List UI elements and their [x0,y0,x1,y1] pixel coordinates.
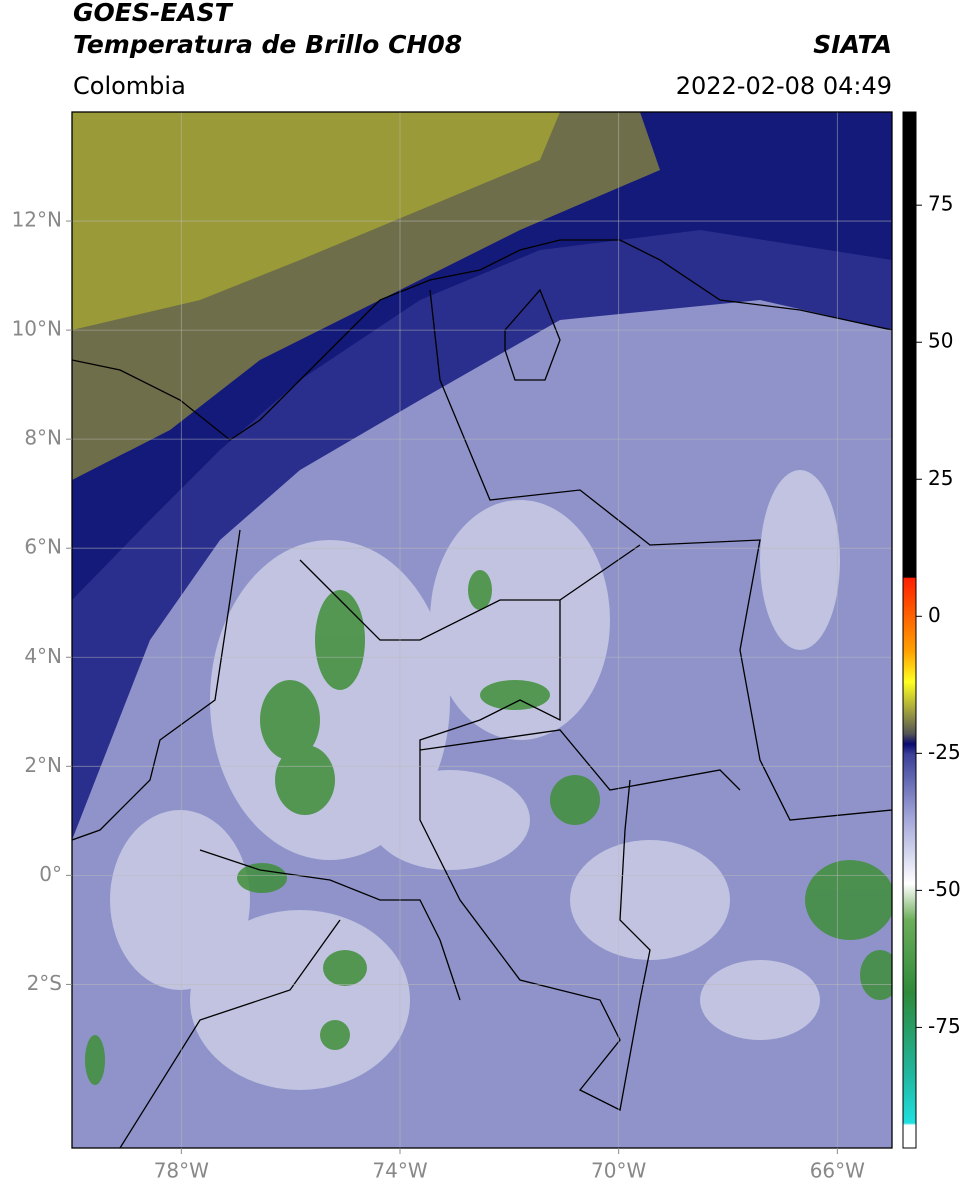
y-tick-label: 10°N [12,317,62,341]
x-tick-label: 78°W [154,1159,209,1183]
x-tick-label: 74°W [372,1159,427,1183]
y-tick-label: 12°N [12,208,62,232]
title: GOES-EAST [73,0,234,27]
colorbar-tick-label: 75 [928,192,953,216]
y-tick-label: 0° [39,862,62,886]
source: SIATA [813,30,892,59]
colorbar [902,111,917,1149]
y-tick-label: 2°S [27,971,62,995]
x-tick-label: 70°W [591,1159,646,1183]
colorbar-tick-label: 50 [928,329,953,353]
colorbar-tick-label: -75 [928,1014,961,1038]
y-tick-label: 4°N [24,644,62,668]
colorbar-tick-label: 0 [928,603,941,627]
region: Colombia [73,72,186,100]
grid [72,112,892,1148]
colorbar-tick-label: -25 [928,740,961,764]
subtitle: Temperatura de Brillo CH08 [73,30,462,59]
map-frame [71,111,893,1149]
y-tick-label: 8°N [24,426,62,450]
datetime: 2022-02-08 04:49 [676,72,892,100]
colorbar-tick-label: 25 [928,466,953,490]
colorbar-tick-label: -50 [928,877,961,901]
satellite-image [72,112,892,1148]
boundaries [72,239,892,1148]
y-tick-label: 6°N [24,535,62,559]
x-tick-label: 66°W [810,1159,865,1183]
y-tick-label: 2°N [24,753,62,777]
